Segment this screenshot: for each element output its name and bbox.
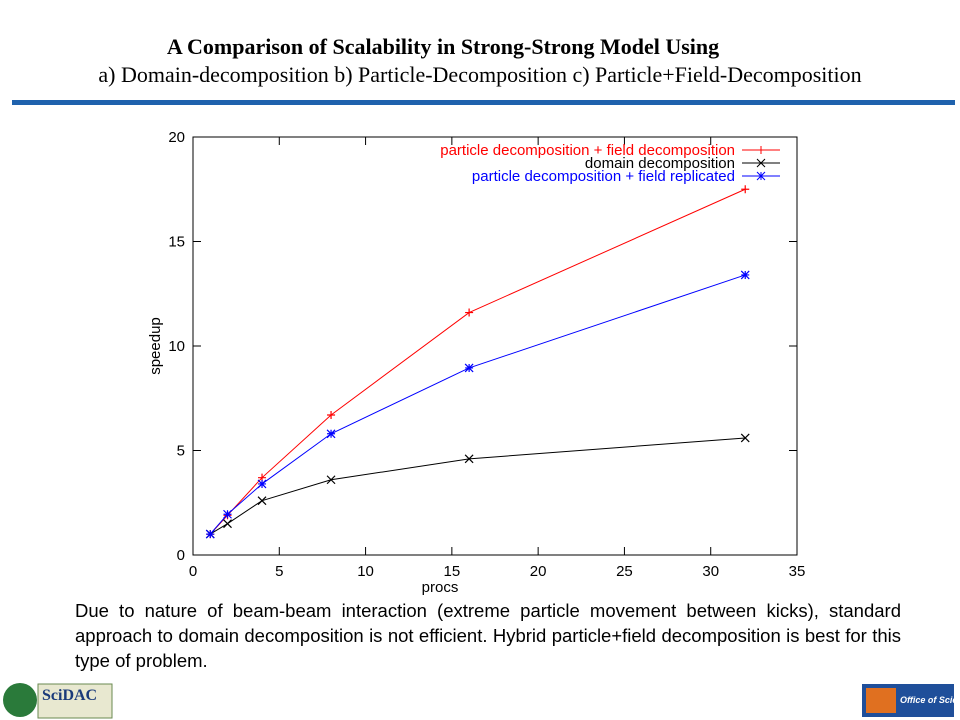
point — [740, 270, 750, 280]
logo-right: Office of Science — [862, 684, 960, 717]
x-tick-label: 5 — [275, 563, 283, 580]
logo-left: SciDAC — [3, 683, 113, 719]
point — [223, 519, 232, 529]
plot-frame — [192, 136, 798, 556]
legend-marker — [757, 146, 765, 154]
legend-label: domain decomposition — [585, 155, 735, 172]
y-axis-label: speedup — [147, 317, 164, 375]
point — [464, 363, 474, 373]
x-tick-label: 0 — [189, 563, 197, 580]
legend-marker — [756, 158, 766, 168]
point — [740, 433, 750, 443]
point — [257, 496, 267, 506]
x-tick-label: 15 — [444, 563, 461, 580]
slide-subtitle: a) Domain-decomposition b) Particle-Deco… — [98, 62, 862, 87]
y-tick-label: 10 — [168, 338, 185, 355]
logo-right-text: Office of Science — [900, 695, 960, 705]
rule — [12, 100, 955, 105]
point — [741, 185, 750, 194]
point — [326, 475, 336, 485]
point — [464, 454, 474, 464]
point — [205, 529, 215, 539]
x-tick-label: 30 — [702, 563, 719, 580]
y-tick-label: 15 — [168, 234, 185, 251]
legend-marker — [756, 171, 766, 181]
y-tick-label: 20 — [168, 129, 185, 146]
x-tick-label: 10 — [357, 563, 374, 580]
point — [223, 509, 232, 519]
slide-title: A Comparison of Scalability in Strong-St… — [166, 34, 720, 59]
y-tick-label: 0 — [177, 547, 185, 564]
caption: Due to nature of beam-beam interaction (… — [75, 600, 901, 671]
series-line — [209, 188, 746, 535]
x-axis-label: procs — [422, 579, 459, 596]
point — [326, 429, 336, 439]
y-tick-label: 5 — [177, 443, 185, 460]
logo-left-text: SciDAC — [42, 687, 97, 704]
x-tick-label: 25 — [616, 563, 633, 580]
x-tick-label: 20 — [530, 563, 547, 580]
point — [257, 479, 267, 489]
x-tick-label: 35 — [789, 563, 806, 580]
series-line — [209, 437, 746, 535]
series-line — [209, 274, 746, 535]
legend-label: particle decomposition + field replicate… — [472, 168, 735, 185]
point — [327, 410, 336, 419]
legend-label: particle decomposition + field decomposi… — [440, 142, 735, 159]
point — [465, 308, 474, 317]
